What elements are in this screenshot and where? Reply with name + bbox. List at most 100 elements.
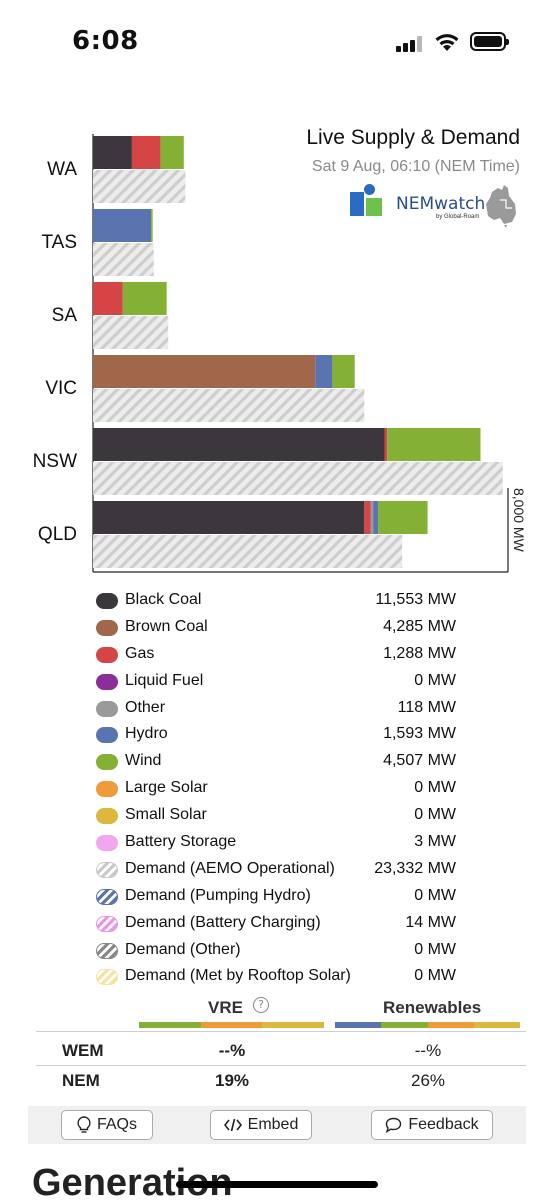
legend-item-brown-coal[interactable]: Brown Coal 4,285 MW — [96, 615, 476, 642]
vre-header: VRE — [208, 998, 243, 1017]
logo-subtext: by Global-Roam — [436, 214, 480, 220]
legend-item-hydro[interactable]: Hydro 1,593 MW — [96, 722, 476, 749]
feedback-label: Feedback — [408, 1116, 479, 1133]
legend-item-large-solar[interactable]: Large Solar 0 MW — [96, 776, 476, 803]
legend-swatch — [96, 969, 118, 986]
legend-value: 4,285 MW — [383, 617, 456, 635]
legend-item-demand-other[interactable]: Demand (Other) 0 MW — [96, 938, 476, 965]
embed-label: Embed — [247, 1116, 299, 1133]
demand-bar-qld[interactable] — [93, 535, 403, 568]
legend-label: Black Coal — [125, 591, 202, 608]
strip-segment — [262, 1022, 325, 1028]
strip-segment — [335, 1022, 382, 1028]
legend-value: 0 MW — [414, 940, 456, 958]
legend-label: Demand (Other) — [125, 940, 241, 958]
supply-bar-nsw-gas[interactable] — [384, 428, 388, 461]
supply-bar-vic-wind[interactable] — [332, 355, 355, 388]
supply-bar-tas-hydro[interactable] — [93, 209, 152, 242]
info-icon[interactable]: ? — [253, 997, 269, 1013]
logo-dot — [364, 184, 375, 195]
legend-label: Demand (AEMO Operational) — [125, 859, 335, 877]
supply-bar-sa-wind[interactable] — [122, 282, 167, 315]
supply-bar-wa-black-coal[interactable] — [93, 136, 132, 169]
supply-bar-vic-brown-coal[interactable] — [93, 355, 316, 388]
vre-color-strip — [139, 1022, 325, 1028]
supply-bar-wa-gas[interactable] — [131, 136, 161, 169]
legend-item-small-solar[interactable]: Small Solar 0 MW — [96, 803, 476, 830]
logo-mark-icon — [350, 192, 364, 216]
chart-scale-label: 8,000 MW — [511, 488, 527, 553]
supply-bar-wa-wind[interactable] — [160, 136, 184, 169]
faqs-button[interactable]: FAQs — [61, 1110, 153, 1140]
chart-timestamp: Sat 9 Aug, 06:10 (NEM Time) — [311, 158, 520, 175]
legend-swatch — [96, 646, 118, 663]
legend-value: 14 MW — [405, 913, 456, 931]
legend-item-wind[interactable]: Wind 4,507 MW — [96, 749, 476, 776]
region-label-nsw: NSW — [33, 451, 77, 472]
legend-label: Liquid Fuel — [125, 671, 204, 689]
demand-bar-wa[interactable] — [93, 170, 186, 203]
supply-bar-tas-wind[interactable] — [151, 209, 153, 242]
nemwatch-logo[interactable]: NEMwatch by Global-Roam — [350, 182, 520, 228]
legend-value: 0 MW — [414, 886, 456, 904]
legend-label: Battery Storage — [125, 833, 237, 851]
legend-swatch — [96, 700, 118, 717]
nem-renewables-value: 26% — [410, 1071, 446, 1090]
legend-swatch — [96, 942, 118, 959]
logo-mark-green — [366, 198, 382, 216]
status-time: 6:08 — [72, 26, 139, 56]
legend-item-demand-aemo-operational[interactable]: Demand (AEMO Operational) 23,332 MW — [96, 857, 476, 884]
demand-bar-nsw[interactable] — [93, 462, 503, 495]
battery-icon — [470, 32, 509, 51]
strip-segment — [427, 1022, 474, 1028]
legend-swatch — [96, 593, 118, 609]
legend-swatch — [96, 835, 118, 852]
supply-bar-nsw-wind[interactable] — [387, 428, 481, 461]
divider — [36, 1031, 526, 1032]
legend-swatch — [96, 673, 118, 690]
legend-item-demand-battery-charging[interactable]: Demand (Battery Charging) 14 MW — [96, 911, 476, 938]
code-icon — [223, 1118, 242, 1132]
legend-item-demand-met-by-rooftop-solar[interactable]: Demand (Met by Rooftop Solar) 0 MW — [96, 964, 476, 991]
nem-vre-value: 19% — [214, 1071, 250, 1090]
embed-button[interactable]: Embed — [210, 1110, 312, 1140]
wifi-icon — [435, 34, 459, 51]
legend-label: Hydro — [125, 725, 168, 743]
legend-swatch — [96, 808, 118, 825]
demand-bar-vic[interactable] — [93, 389, 365, 422]
legend-value: 23,332 MW — [374, 859, 456, 877]
legend-item-demand-pumping-hydro[interactable]: Demand (Pumping Hydro) 0 MW — [96, 884, 476, 911]
legend-item-battery-storage[interactable]: Battery Storage 3 MW — [96, 830, 476, 857]
legend-label: Demand (Battery Charging) — [125, 913, 321, 931]
row-label-wem: WEM — [62, 1041, 104, 1060]
legend-item-black-coal[interactable]: Black Coal 11,553 MW — [96, 588, 476, 615]
region-label-vic: VIC — [45, 378, 77, 399]
supply-bar-qld-black-coal[interactable] — [93, 501, 365, 534]
supply-demand-chart: 8,000 MW WA TAS SA VIC NSW QLD — [33, 134, 527, 573]
legend-item-other[interactable]: Other 118 MW — [96, 696, 476, 723]
wem-vre-value: --% — [218, 1041, 246, 1060]
legend-label: Brown Coal — [125, 617, 208, 635]
legend-item-gas[interactable]: Gas 1,288 MW — [96, 642, 476, 669]
legend-value: 1,593 MW — [383, 725, 456, 743]
supply-bar-qld-other[interactable] — [370, 501, 374, 534]
legend-swatch — [96, 727, 118, 744]
feedback-button[interactable]: Feedback — [371, 1110, 493, 1140]
supply-bar-vic-hydro[interactable] — [315, 355, 333, 388]
legend-value: 1,288 MW — [383, 644, 456, 662]
home-indicator[interactable] — [176, 1181, 378, 1188]
supply-bar-nsw-black-coal[interactable] — [93, 428, 385, 461]
supply-bar-sa-gas[interactable] — [93, 282, 123, 315]
demand-bar-tas[interactable] — [93, 243, 154, 276]
region-label-sa: SA — [52, 305, 78, 326]
action-bar: FAQs Embed Feedback — [28, 1106, 526, 1144]
legend-value: 118 MW — [397, 698, 456, 716]
supply-bar-qld-gas[interactable] — [364, 501, 371, 534]
legend-item-liquid-fuel[interactable]: Liquid Fuel 0 MW — [96, 669, 476, 696]
legend-value: 4,507 MW — [383, 752, 456, 770]
demand-bar-sa[interactable] — [93, 316, 169, 349]
legend-swatch — [96, 888, 118, 905]
legend-value: 0 MW — [414, 671, 456, 689]
supply-bar-qld-wind[interactable] — [378, 501, 428, 534]
supply-bar-qld-hydro[interactable] — [373, 501, 379, 534]
